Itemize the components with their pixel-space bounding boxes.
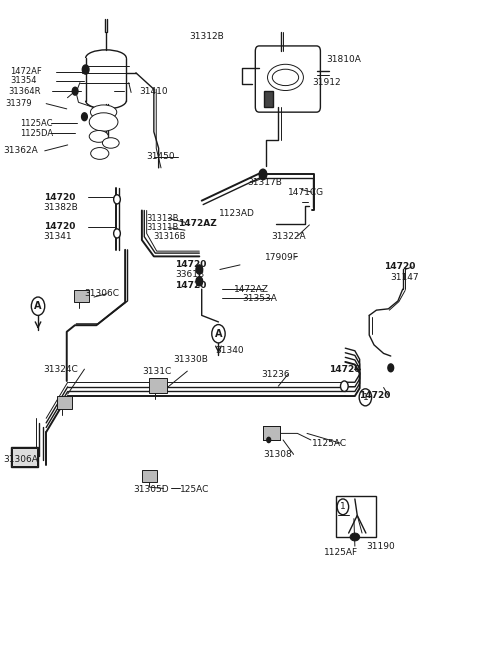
Text: 31354: 31354 [10, 76, 37, 85]
Circle shape [388, 364, 394, 372]
Text: 31353A: 31353A [242, 294, 277, 303]
Circle shape [114, 194, 120, 204]
Text: 31362A: 31362A [3, 147, 38, 155]
Text: 31308: 31308 [263, 450, 292, 459]
Text: 14720: 14720 [44, 222, 75, 231]
Text: 31379: 31379 [5, 99, 32, 108]
Text: 14720: 14720 [384, 262, 415, 271]
Bar [143, 470, 157, 482]
Text: 31147: 31147 [391, 273, 420, 282]
Text: 1471CG: 1471CG [288, 188, 324, 196]
Text: 31313B: 31313B [147, 214, 179, 223]
Text: 1472AF: 1472AF [10, 67, 42, 76]
Text: 31810A: 31810A [326, 55, 361, 64]
Text: 31450: 31450 [147, 152, 175, 161]
Circle shape [114, 229, 120, 238]
Circle shape [196, 265, 203, 274]
Bar [74, 290, 89, 302]
Text: 31410: 31410 [140, 87, 168, 96]
Text: 14720: 14720 [44, 193, 75, 202]
Text: 1125AC: 1125AC [20, 119, 52, 128]
Text: A: A [34, 301, 42, 311]
Text: 31312B: 31312B [189, 32, 224, 41]
Text: 31330B: 31330B [173, 355, 208, 365]
Text: 1125AC: 1125AC [312, 439, 347, 447]
Text: 17909F: 17909F [265, 252, 299, 261]
Bar [11, 447, 38, 468]
Text: 31305D: 31305D [134, 485, 169, 493]
Text: 31341: 31341 [44, 232, 72, 241]
Text: 3131C: 3131C [143, 367, 172, 376]
Circle shape [82, 65, 89, 74]
Text: 31311B: 31311B [147, 223, 179, 232]
Text: 1125AF: 1125AF [324, 548, 358, 557]
Ellipse shape [102, 138, 119, 148]
Ellipse shape [89, 113, 118, 131]
Ellipse shape [267, 64, 303, 91]
Text: 31912: 31912 [312, 78, 340, 87]
Ellipse shape [350, 533, 360, 541]
Text: 31340: 31340 [215, 346, 244, 355]
Circle shape [82, 113, 87, 121]
Text: 31322A: 31322A [271, 231, 306, 240]
Ellipse shape [272, 69, 299, 85]
Circle shape [72, 87, 78, 95]
Circle shape [267, 438, 271, 443]
Text: 1472AZ: 1472AZ [178, 219, 216, 228]
Circle shape [337, 499, 348, 514]
Text: 3361B: 3361B [175, 270, 204, 279]
Text: 31382B: 31382B [44, 203, 79, 212]
Circle shape [259, 170, 267, 179]
Bar [264, 91, 273, 107]
Text: 31306A: 31306A [3, 455, 38, 464]
Text: 1: 1 [340, 503, 346, 511]
Text: A: A [215, 328, 222, 339]
Bar [263, 426, 280, 440]
Text: 1472AZ: 1472AZ [234, 284, 269, 294]
Ellipse shape [90, 105, 117, 120]
Bar [336, 496, 376, 537]
Text: 1123AD: 1123AD [218, 209, 254, 217]
Text: 31324C: 31324C [43, 365, 78, 374]
Text: 31236: 31236 [262, 370, 290, 379]
Text: 125AC: 125AC [180, 485, 210, 493]
Text: 14720: 14720 [328, 365, 360, 374]
Text: 31316B: 31316B [153, 232, 185, 241]
Bar [263, 426, 280, 440]
Ellipse shape [89, 131, 108, 143]
Circle shape [212, 325, 225, 343]
Circle shape [196, 277, 203, 286]
Circle shape [340, 381, 348, 392]
Text: 1: 1 [362, 393, 368, 402]
Text: 31364R: 31364R [8, 87, 40, 96]
Text: 31190: 31190 [366, 541, 395, 551]
Text: 1125DA: 1125DA [20, 129, 53, 137]
Bar [12, 448, 37, 466]
Text: 31317B: 31317B [247, 178, 282, 187]
Circle shape [359, 389, 372, 406]
Text: 14720: 14720 [175, 281, 207, 290]
Ellipse shape [91, 148, 109, 160]
Text: 31306C: 31306C [84, 289, 120, 298]
Bar [57, 396, 72, 409]
Circle shape [31, 297, 45, 315]
Bar [149, 378, 167, 393]
Text: 14720: 14720 [175, 260, 207, 269]
Text: 14720: 14720 [359, 391, 390, 400]
